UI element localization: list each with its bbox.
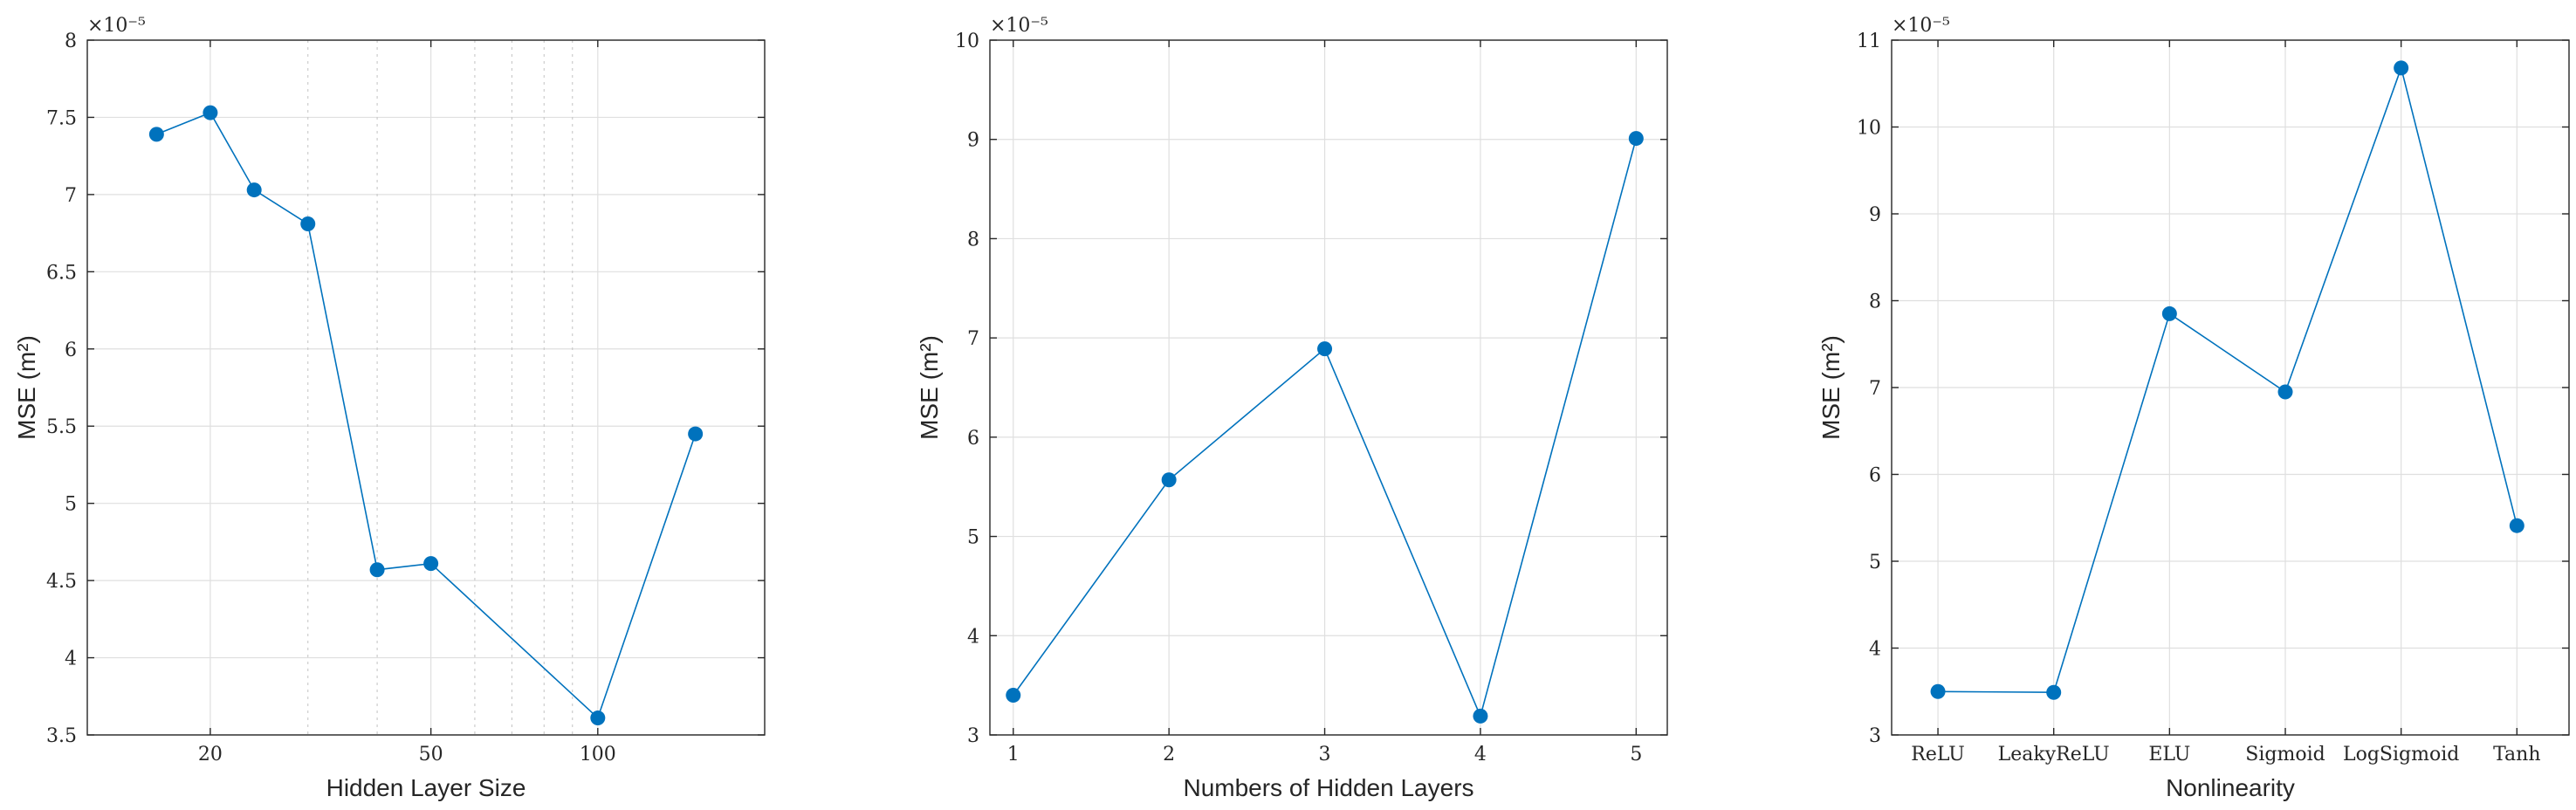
- y-tick-label: 4: [967, 626, 979, 648]
- y-tick-label: 8: [65, 31, 77, 52]
- x-tick-label: 1: [1007, 744, 1020, 765]
- data-point: [688, 426, 704, 442]
- axes-box: [86, 39, 766, 736]
- data-point: [1473, 708, 1488, 724]
- x-axis-label: Nonlinearity: [2166, 774, 2295, 801]
- data-point: [2277, 384, 2293, 400]
- data-point: [1006, 688, 1021, 704]
- y-exponent-label: ×10⁻⁵: [1892, 15, 1950, 37]
- y-tick-label: 4: [1869, 639, 1881, 661]
- y-exponent-label: ×10⁻⁵: [990, 15, 1048, 37]
- x-tick-label: 100: [580, 744, 616, 765]
- grid: [1892, 39, 2569, 736]
- data-point: [2161, 305, 2177, 321]
- y-tick-label: 5: [1869, 552, 1881, 573]
- data-point: [300, 216, 316, 231]
- data-point: [2394, 60, 2409, 76]
- data-point: [1317, 341, 1333, 357]
- data-point: [2509, 518, 2524, 533]
- data-point: [423, 556, 439, 572]
- y-tick-label: 4.5: [46, 571, 77, 593]
- y-tick-label: 6: [65, 340, 77, 361]
- series-line: [1938, 65, 2518, 694]
- y-tick-label: 6: [1869, 465, 1881, 487]
- y-tick-label: 7: [1869, 378, 1881, 400]
- data-point: [148, 127, 164, 142]
- y-axis-label: MSE (m²): [13, 335, 40, 440]
- chart-hidden-layer-size: 3.5 4 4.5 5 5.5 6 6.5 7 7.5 8 20 50 100 ×10⁻⁵ Hidden L…: [13, 15, 766, 801]
- y-tick-label: 7: [967, 328, 979, 350]
- data-point: [2046, 684, 2062, 700]
- y-tick-label: 8: [967, 229, 979, 251]
- x-tick-label: LeakyReLU: [1998, 744, 2110, 765]
- y-tick-label: 3: [967, 725, 979, 747]
- x-tick-label: 5: [1630, 744, 1642, 765]
- y-tick-label: 5.5: [46, 416, 77, 438]
- y-tick-label: 6: [967, 428, 979, 450]
- y-tick-label: 8: [1869, 292, 1881, 313]
- data-point: [1628, 131, 1644, 147]
- data-point: [1161, 472, 1177, 488]
- y-axis-label: MSE (m²): [916, 335, 943, 440]
- y-exponent-label: ×10⁻⁵: [87, 15, 146, 37]
- y-tick-label: 3: [1869, 725, 1881, 747]
- y-tick-label: 9: [967, 130, 979, 152]
- chart-nonlinearity: 3 4 5 6 7 8 9 10 11 ReLU LeakyReLU ELU Sigmoid LogSig…: [1817, 15, 2570, 801]
- x-tick-label: ELU: [2148, 744, 2190, 765]
- y-tick-label: 5: [65, 494, 77, 516]
- y-tick-label: 10: [1857, 118, 1881, 140]
- y-axis-label: MSE (m²): [1817, 335, 1844, 440]
- data-point: [203, 105, 218, 120]
- data-point: [1930, 683, 1946, 699]
- x-tick-label: 3: [1319, 744, 1331, 765]
- series-line: [156, 112, 697, 719]
- axes-box: [989, 39, 1668, 736]
- x-tick-label: Tanh: [2493, 744, 2540, 765]
- data-point: [246, 182, 262, 198]
- y-tick-label: 6.5: [46, 262, 77, 284]
- y-tick-label: 3.5: [46, 725, 77, 747]
- x-tick-label: 4: [1474, 744, 1487, 765]
- x-tick-label: LogSigmoid: [2343, 744, 2459, 765]
- x-tick-label: 20: [198, 744, 223, 765]
- x-tick-label: Sigmoid: [2245, 744, 2325, 765]
- x-axis-label: Hidden Layer Size: [326, 774, 526, 801]
- y-tick-label: 4: [65, 649, 77, 670]
- grid: [990, 39, 1667, 736]
- x-tick-label: 2: [1163, 744, 1175, 765]
- x-axis-label: Numbers of Hidden Layers: [1183, 774, 1473, 801]
- x-tick-label: 50: [419, 744, 443, 765]
- y-tick-label: 9: [1869, 204, 1881, 226]
- y-tick-label: 11: [1857, 31, 1881, 52]
- y-tick-label: 7.5: [46, 107, 77, 129]
- data-point: [369, 562, 385, 578]
- y-tick-label: 5: [967, 527, 979, 549]
- x-tick-label: ReLU: [1911, 744, 1965, 765]
- data-point: [590, 710, 606, 726]
- grid: [87, 39, 765, 736]
- y-tick-label: 10: [955, 31, 979, 52]
- chart-number-of-hidden-layers: 3 4 5 6 7 8 9 10 1 2 3 4 5 ×10⁻⁵ Numbers of Hidden Lay…: [916, 15, 1668, 801]
- y-tick-label: 7: [65, 185, 77, 207]
